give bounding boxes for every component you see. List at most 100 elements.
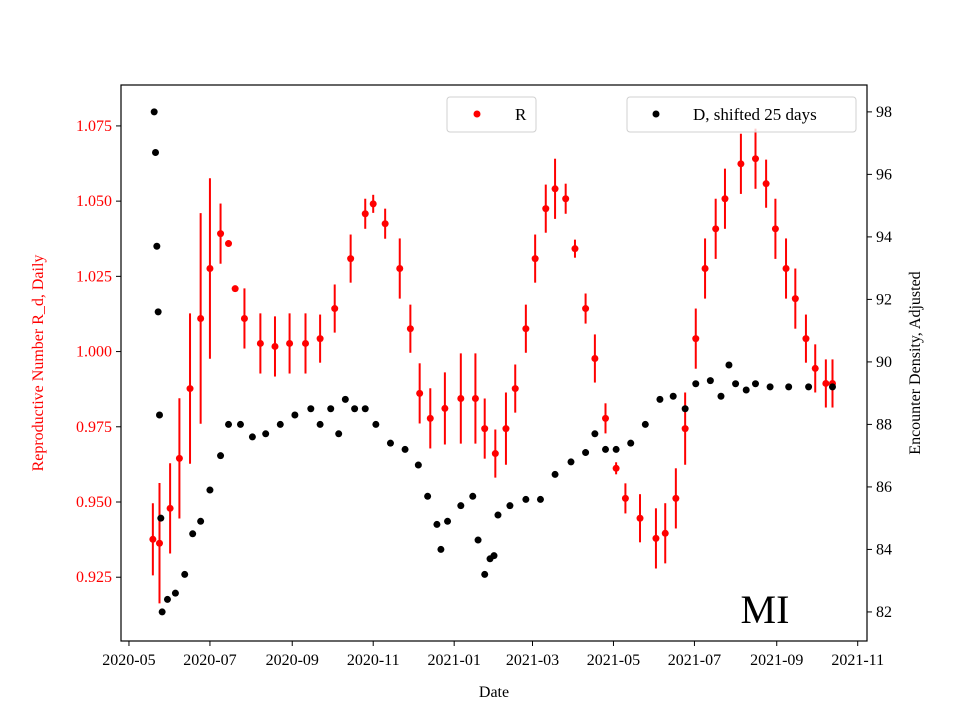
y-left-tick-label: 1.025 <box>76 268 112 285</box>
legend-r-marker <box>473 110 481 118</box>
d-point <box>262 430 270 438</box>
d-point <box>155 411 163 419</box>
r-point <box>737 160 745 168</box>
d-point <box>444 517 452 525</box>
r-point <box>681 425 689 433</box>
y-right-tick-label: 96 <box>876 166 892 183</box>
r-point <box>791 295 799 303</box>
r-point <box>652 534 660 542</box>
r-point <box>802 335 810 343</box>
d-point <box>361 405 369 413</box>
y-axis-right-label: Encounter Density, Adjusted <box>907 271 924 454</box>
x-tick-label: 2020-11 <box>347 652 400 669</box>
x-axis-label: Date <box>479 684 509 701</box>
r-point <box>271 342 279 350</box>
r-point <box>457 395 465 403</box>
r-point <box>416 389 424 397</box>
x-tick-label: 2021-09 <box>750 652 803 669</box>
r-point <box>762 180 770 188</box>
d-point <box>372 420 380 428</box>
y-left-tick-label: 1.000 <box>76 344 112 361</box>
x-axis: 2020-05 2020-07 2020-09 2020-11 2021-01 2021-… <box>102 641 884 669</box>
y-right-tick-label: 98 <box>876 104 892 121</box>
r-point <box>175 454 183 462</box>
d-point <box>785 383 793 391</box>
d-point <box>163 595 171 603</box>
x-tick-label: 2020-05 <box>102 652 155 669</box>
d-point <box>414 461 422 469</box>
series-r <box>149 128 836 604</box>
r-point <box>531 255 539 263</box>
y-right-tick-label: 92 <box>876 291 892 308</box>
r-point <box>481 425 489 433</box>
legend-r-label: R <box>515 105 527 124</box>
d-point <box>457 502 465 510</box>
r-point <box>256 339 264 347</box>
d-point <box>706 377 714 385</box>
r-point <box>571 245 579 253</box>
d-point <box>424 492 432 500</box>
r-point <box>240 314 248 322</box>
d-point <box>582 449 590 457</box>
d-point <box>551 470 559 478</box>
r-point <box>692 335 700 343</box>
y-axis-left-label: Reproductive Number R_d, Daily <box>30 255 47 472</box>
r-point <box>361 210 369 218</box>
r-point <box>149 535 157 543</box>
r-point <box>347 255 355 263</box>
y-left-tick-label: 0.975 <box>76 419 112 436</box>
d-point <box>181 570 189 578</box>
legend-d: D, shifted 25 days <box>626 96 857 133</box>
r-point <box>636 514 644 522</box>
r-point <box>582 305 590 313</box>
d-point <box>171 589 179 597</box>
y-left-tick-label: 0.950 <box>76 494 112 511</box>
d-point <box>602 445 610 453</box>
r-point <box>225 240 233 248</box>
r-point <box>562 195 570 203</box>
legend-d-marker <box>652 110 660 118</box>
r-point <box>612 464 620 472</box>
d-point <box>536 495 544 503</box>
d-point <box>197 517 205 525</box>
r-point <box>217 230 225 238</box>
d-point <box>591 430 599 438</box>
x-tick-label: 2021-11 <box>831 652 884 669</box>
r-point <box>369 200 377 208</box>
state-annotation: MI <box>741 587 790 632</box>
d-point <box>437 545 445 553</box>
y-right-tick-label: 82 <box>876 604 892 621</box>
d-point <box>248 433 256 441</box>
r-point <box>166 504 174 512</box>
y-left-tick-label: 1.075 <box>76 118 112 135</box>
d-point <box>474 536 482 544</box>
d-point <box>627 439 635 447</box>
d-point <box>206 486 214 494</box>
d-point <box>506 502 514 510</box>
d-point <box>341 395 349 403</box>
d-point <box>692 380 700 388</box>
r-point <box>822 379 830 387</box>
x-tick-label: 2021-07 <box>668 652 721 669</box>
plot-frame <box>120 84 868 642</box>
d-point <box>669 392 677 400</box>
d-point <box>152 149 160 157</box>
d-point <box>612 445 620 453</box>
y-axis-left: 0.925 0.950 0.975 1.000 1.025 1.050 1.075 <box>76 118 121 586</box>
d-point <box>153 242 161 250</box>
y-right-tick-label: 86 <box>876 479 892 496</box>
y-left-tick-label: 0.925 <box>76 569 112 586</box>
r-point <box>591 354 599 362</box>
y-right-tick-label: 90 <box>876 354 892 371</box>
r-point <box>771 225 779 233</box>
d-point <box>725 361 733 369</box>
d-point <box>154 308 162 316</box>
y-axis-right: 82 84 86 88 90 92 94 96 98 <box>867 104 892 621</box>
d-point <box>316 420 324 428</box>
d-point <box>386 439 394 447</box>
d-point <box>189 530 197 538</box>
d-point <box>157 514 165 522</box>
r-point <box>751 155 759 163</box>
d-point <box>681 405 689 413</box>
